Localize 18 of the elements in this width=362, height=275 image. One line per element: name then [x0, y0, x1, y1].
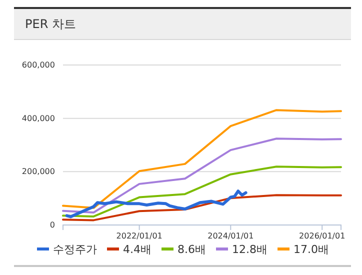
line-series [62, 166, 342, 218]
y-tick-label: 600,000 [22, 60, 55, 70]
line-series [62, 194, 342, 222]
line-series [62, 138, 342, 214]
y-tick-label: 400,000 [22, 114, 55, 123]
y-tick-label: 0 [50, 220, 55, 230]
legend-label: 17.0배 [294, 243, 329, 256]
x-tick-label: 2024/01/01 [208, 232, 254, 241]
x-tick-label: 2022/01/01 [116, 232, 162, 241]
line-series [62, 109, 342, 209]
chart-title: PER 차트 [25, 17, 76, 31]
legend-label: 수정주가 [53, 243, 97, 256]
x-tick-label: 2026/01/01 [299, 232, 346, 241]
y-tick-label: 200,000 [22, 167, 55, 176]
line-series [65, 190, 248, 218]
legend-label: 12.8배 [232, 243, 268, 256]
legend-label: 4.4배 [123, 243, 152, 256]
legend-label: 8.6배 [178, 243, 206, 256]
